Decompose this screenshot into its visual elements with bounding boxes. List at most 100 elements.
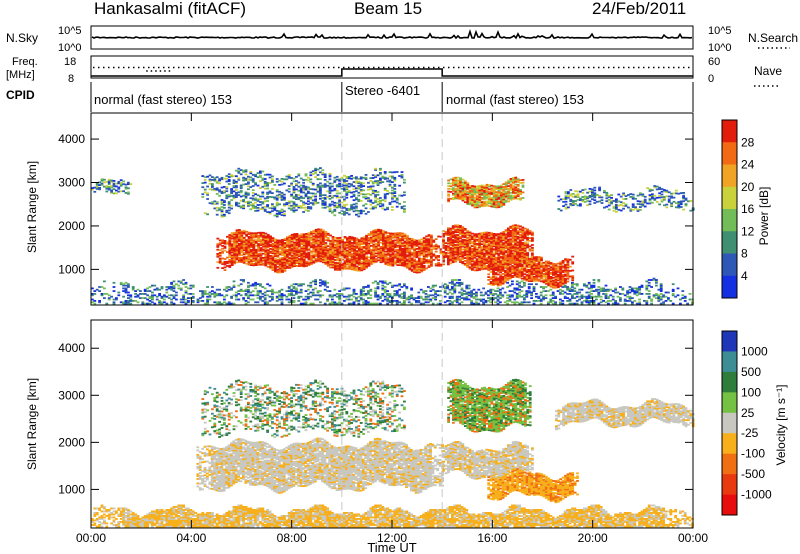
- heatmap-cell: [384, 200, 387, 202]
- heatmap-cell: [555, 263, 558, 265]
- heatmap-cell: [572, 196, 575, 198]
- heatmap-cell: [372, 190, 375, 192]
- heatmap-cell: [221, 187, 224, 189]
- heatmap-cell: [459, 240, 462, 242]
- heatmap-cell: [526, 229, 529, 231]
- heatmap-cell: [224, 261, 227, 263]
- heatmap-cell: [226, 257, 229, 259]
- heatmap-cell: [466, 182, 469, 184]
- heatmap-cell: [490, 271, 493, 273]
- heatmap-cell: [257, 235, 260, 237]
- heatmap-cell: [353, 245, 356, 247]
- heatmap-cell: [314, 189, 317, 191]
- heatmap-cell: [264, 200, 267, 202]
- heatmap-cell: [375, 243, 378, 245]
- heatmap-cell: [348, 258, 351, 260]
- heatmap-cell: [447, 237, 450, 239]
- heatmap-cell: [369, 177, 372, 179]
- heatmap-cell: [243, 230, 246, 232]
- heatmap-cell: [379, 172, 382, 174]
- heatmap-cell: [317, 228, 320, 230]
- heatmap-cell: [216, 243, 219, 245]
- heatmap-cell: [512, 177, 515, 179]
- heatmap-cell: [540, 262, 543, 264]
- heatmap-cell: [216, 253, 219, 255]
- heatmap-cell: [675, 193, 678, 195]
- heatmap-cell: [356, 250, 359, 252]
- heatmap-cell: [615, 211, 618, 213]
- heatmap-cell: [406, 254, 409, 256]
- heatmap-cell: [259, 196, 262, 198]
- heatmap-cell: [437, 245, 440, 247]
- heatmap-cell: [353, 188, 356, 190]
- heatmap-cell: [243, 256, 246, 258]
- heatmap-cell: [264, 206, 267, 208]
- heatmap-cell: [394, 260, 397, 262]
- heatmap-cell: [663, 204, 666, 206]
- heatmap-cell: [233, 175, 236, 177]
- heatmap-cell: [685, 198, 688, 200]
- heatmap-cell: [389, 233, 392, 235]
- heatmap-cell: [507, 188, 510, 190]
- heatmap-cell: [357, 195, 360, 197]
- heatmap-cell: [538, 256, 541, 258]
- heatmap-cell: [493, 233, 496, 235]
- heatmap-cell: [685, 203, 688, 205]
- heatmap-cell: [297, 205, 300, 207]
- heatmap-cell: [403, 194, 406, 196]
- heatmap-cell: [257, 210, 260, 212]
- heatmap-cell: [312, 202, 315, 204]
- heatmap-cell: [505, 191, 508, 193]
- heatmap-cell: [333, 209, 336, 211]
- heatmap-cell: [646, 187, 649, 189]
- heatmap-cell: [245, 239, 248, 241]
- heatmap-cell: [228, 173, 231, 175]
- heatmap-cell: [391, 187, 394, 189]
- heatmap-cell: [392, 233, 395, 235]
- heatmap-cell: [493, 185, 496, 187]
- heatmap-cell: [577, 205, 580, 207]
- heatmap-cell: [319, 185, 322, 187]
- heatmap-cell: [254, 193, 257, 195]
- heatmap-cell: [459, 177, 462, 179]
- heatmap-cell: [661, 199, 664, 201]
- heatmap-cell: [413, 248, 416, 250]
- heatmap-cell: [565, 201, 568, 203]
- heatmap-cell: [571, 256, 574, 258]
- heatmap-cell: [550, 262, 553, 264]
- heatmap-cell: [499, 274, 502, 276]
- heatmap-cell: [509, 266, 512, 268]
- heatmap-cell: [454, 188, 457, 190]
- heatmap-cell: [509, 258, 512, 260]
- heatmap-cell: [302, 197, 305, 199]
- heatmap-cell: [242, 184, 245, 186]
- heatmap-cell: [369, 208, 372, 210]
- heatmap-cell: [374, 168, 377, 170]
- heatmap-cell: [224, 246, 227, 248]
- heatmap-cell: [221, 239, 224, 241]
- heatmap-cell: [224, 258, 227, 260]
- heatmap-cell: [577, 193, 580, 195]
- heatmap-cell: [362, 182, 365, 184]
- heatmap-cell: [571, 275, 574, 277]
- heatmap-cell: [343, 185, 346, 187]
- heatmap-cell: [319, 171, 322, 173]
- heatmap-cell: [478, 233, 481, 235]
- heatmap-cell: [428, 265, 431, 267]
- heatmap-cell: [617, 205, 620, 207]
- heatmap-cell: [368, 237, 371, 239]
- heatmap-cell: [639, 203, 642, 205]
- heatmap-cell: [557, 196, 560, 198]
- heatmap-cell: [507, 201, 510, 203]
- heatmap-cell: [529, 246, 532, 248]
- heatmap-cell: [571, 261, 574, 263]
- heatmap-cell: [675, 206, 678, 208]
- heatmap-cell: [615, 198, 618, 200]
- heatmap-cell: [627, 194, 630, 196]
- heatmap-cell: [346, 266, 349, 268]
- heatmap-cell: [519, 189, 522, 191]
- heatmap-cell: [324, 207, 327, 209]
- heatmap-cell: [293, 186, 296, 188]
- heatmap-cell: [476, 247, 479, 249]
- heatmap-cell: [464, 228, 467, 230]
